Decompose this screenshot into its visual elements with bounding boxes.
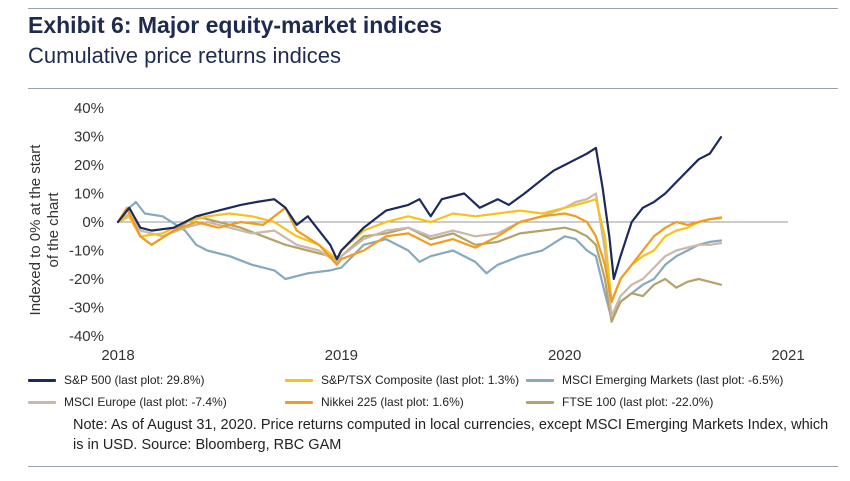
legend-swatch-nikkei xyxy=(285,400,313,404)
legend-row-1: S&P 500 (last plot: 29.8%) S&P/TSX Compo… xyxy=(28,373,838,395)
page-title: Exhibit 6: Major equity-market indices xyxy=(28,12,443,38)
legend-item-sp500: S&P 500 (last plot: 29.8%) xyxy=(28,373,205,387)
series-line-3 xyxy=(116,192,723,318)
y-tick-label: 10% xyxy=(74,186,104,203)
y-axis-label-line: of the chart xyxy=(45,192,62,268)
legend-label-msci-em: MSCI Emerging Markets (last plot: -6.5%) xyxy=(562,373,784,387)
y-tick-label: -20% xyxy=(69,271,104,288)
y-tick-label: -30% xyxy=(69,300,104,317)
y-tick-label: 20% xyxy=(74,157,104,174)
legend-item-msci-europe: MSCI Europe (last plot: -7.4%) xyxy=(28,395,227,409)
y-axis-label-line: Indexed to 0% at the start xyxy=(27,144,44,316)
y-tick-label: -40% xyxy=(69,328,104,345)
legend-item-msci-em: MSCI Emerging Markets (last plot: -6.5%) xyxy=(526,373,783,387)
y-tick-labels: 40% 30% 20% 10% 0% -10% -20% -30% -40% xyxy=(69,100,104,345)
series-line-2 xyxy=(116,200,723,320)
y-tick-label: 40% xyxy=(74,100,104,117)
x-tick-label: 2020 xyxy=(548,347,581,364)
legend-label-msci-europe: MSCI Europe (last plot: -7.4%) xyxy=(64,395,227,409)
legend-label-ftse: FTSE 100 (last plot: -22.0%) xyxy=(562,395,714,409)
legend-item-ftse: FTSE 100 (last plot: -22.0%) xyxy=(526,395,713,409)
bottom-rule xyxy=(28,466,838,467)
x-tick-labels: 2018 2019 2020 2021 xyxy=(101,347,804,364)
series-line-1 xyxy=(116,198,723,303)
legend-row-2: MSCI Europe (last plot: -7.4%) Nikkei 22… xyxy=(28,395,838,417)
legend-swatch-ftse xyxy=(526,400,554,404)
y-tick-label: -10% xyxy=(69,243,104,260)
x-tick-label: 2021 xyxy=(771,347,804,364)
legend-item-nikkei: Nikkei 225 (last plot: 1.6%) xyxy=(285,395,464,409)
chart-note: Note: As of August 31, 2020. Price retur… xyxy=(73,417,829,453)
legend: S&P 500 (last plot: 29.8%) S&P/TSX Compo… xyxy=(28,373,838,417)
series-line-0 xyxy=(116,136,723,281)
x-tick-label: 2018 xyxy=(101,347,134,364)
series-line-4 xyxy=(116,206,723,303)
series-lines xyxy=(116,136,723,323)
line-chart: Indexed to 0% at the start of the chart 4… xyxy=(27,100,805,364)
top-rule xyxy=(28,8,838,9)
legend-item-tsx: S&P/TSX Composite (last plot: 1.3%) xyxy=(285,373,519,387)
legend-label-tsx: S&P/TSX Composite (last plot: 1.3%) xyxy=(321,373,520,387)
legend-label-nikkei: Nikkei 225 (last plot: 1.6%) xyxy=(321,395,464,409)
legend-swatch-msci-em xyxy=(526,378,554,382)
legend-swatch-msci-europe xyxy=(28,400,56,404)
y-tick-label: 30% xyxy=(74,129,104,146)
series-line-5 xyxy=(116,215,723,323)
y-axis-label: Indexed to 0% at the start of the chart xyxy=(27,144,62,316)
legend-label-sp500: S&P 500 (last plot: 29.8%) xyxy=(64,373,205,387)
page-subtitle: Cumulative price returns indices xyxy=(28,43,342,68)
x-tick-label: 2019 xyxy=(325,347,358,364)
header-rule xyxy=(28,88,838,89)
y-tick-label: 0% xyxy=(82,214,104,231)
legend-swatch-tsx xyxy=(285,378,313,382)
legend-swatch-sp500 xyxy=(28,378,56,382)
